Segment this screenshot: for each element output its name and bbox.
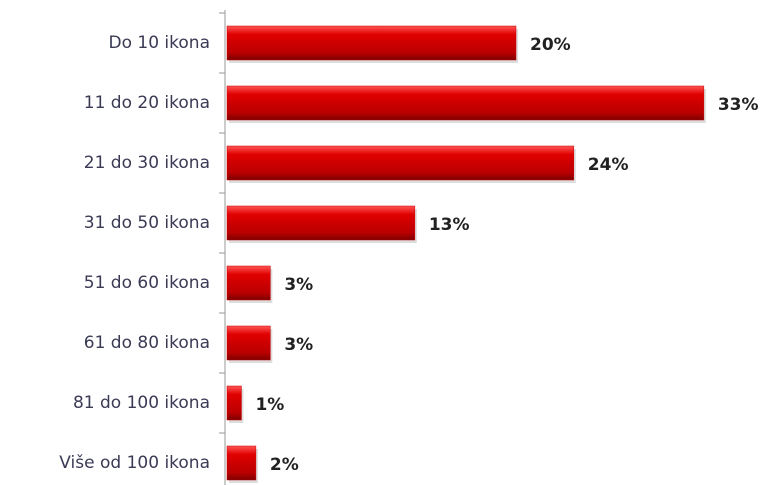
bar — [226, 145, 575, 181]
bar — [226, 445, 257, 481]
data-label: 2% — [270, 455, 299, 475]
data-label: 1% — [255, 395, 284, 415]
data-label: 33% — [718, 95, 759, 115]
bar — [226, 325, 271, 361]
y-tick-label: 61 do 80 ikona — [84, 333, 210, 353]
y-tick-label: Do 10 ikona — [109, 33, 211, 53]
bar — [226, 205, 416, 241]
y-tick-label: 21 do 30 ikona — [84, 153, 210, 173]
data-label: 24% — [588, 155, 629, 175]
y-tick-label: 51 do 60 ikona — [84, 273, 210, 293]
data-label: 20% — [530, 35, 571, 55]
y-tick-label: 81 do 100 ikona — [73, 393, 210, 413]
y-tick-label: 11 do 20 ikona — [84, 93, 210, 113]
y-tick-label: 31 do 50 ikona — [84, 213, 210, 233]
bar — [226, 385, 242, 421]
bar — [226, 265, 271, 301]
data-label: 3% — [284, 335, 313, 355]
y-tick-label: Više od 100 ikona — [59, 453, 210, 473]
data-label: 3% — [284, 275, 313, 295]
bar — [226, 85, 705, 121]
data-label: 13% — [429, 215, 470, 235]
bar — [226, 25, 517, 61]
